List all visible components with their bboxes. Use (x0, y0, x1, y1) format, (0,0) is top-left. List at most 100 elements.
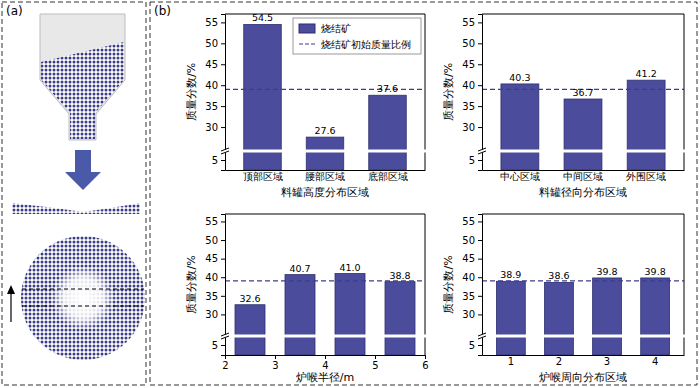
y-tick-label: 5 (212, 340, 218, 351)
y-tick-label: 30 (205, 309, 218, 320)
y-tick-mark (478, 43, 482, 44)
x-tick-label: 4 (322, 360, 328, 371)
x-axis: 中心区域 中间区域 外围区域 (483, 170, 685, 182)
y-tick-mark (221, 160, 225, 161)
y-tick-mark (221, 314, 225, 315)
x-tick-label: 中心区域 (500, 171, 540, 182)
data-label: 27.6 (314, 125, 335, 136)
x-tick-label: 腰部区域 (305, 171, 345, 182)
y-tick: 5 (212, 155, 225, 166)
y-tick: 50 (462, 38, 482, 49)
break-mark (478, 333, 486, 336)
bar (306, 137, 344, 170)
bar (244, 24, 282, 170)
axis-break (219, 335, 431, 338)
x-tick: 6 (422, 355, 428, 371)
bar (385, 282, 415, 355)
bar (335, 274, 365, 356)
bar (641, 278, 670, 355)
y-tick-mark (221, 345, 225, 346)
y-tick: 45 (205, 59, 225, 70)
x-tick: 4 (322, 355, 328, 371)
frame (425, 214, 426, 355)
axis-break (476, 150, 690, 153)
direction-arrow (10, 292, 11, 322)
x-tick: 2 (556, 355, 562, 367)
y-tick: 35 (205, 291, 225, 302)
panel-a-frame (2, 2, 146, 385)
x-tick: 5 (372, 355, 378, 371)
x-tick: 底部区域 (368, 170, 408, 182)
x-tick-label: 2 (556, 356, 562, 367)
y-tick-mark (221, 64, 225, 65)
x-tick: 外围区域 (626, 170, 666, 182)
y-tick-mark (221, 240, 225, 241)
bar (545, 282, 574, 355)
plot-area (482, 80, 684, 170)
y-tick: 55 (462, 216, 482, 227)
x-axis-title: 炉喉半径/m (296, 371, 354, 384)
y-tick-mark (221, 259, 225, 260)
axis-break (678, 150, 690, 153)
x-tick: 中间区域 (563, 170, 603, 182)
x-axis-title: 料罐径向分布区域 (539, 186, 627, 199)
y-tick-label: 30 (462, 309, 475, 320)
y-tick-mark (478, 22, 482, 23)
x-axis-title: 料罐高度分布区域 (281, 186, 369, 199)
bar (593, 278, 622, 355)
panel-label: (a) (6, 4, 23, 18)
x-axis: 顶部区域腰部区域底部区域 (226, 170, 426, 182)
chart: 5303540455055123438.938.639.839.8炉喉周向分布区… (442, 214, 690, 384)
y-tick: 35 (462, 291, 482, 302)
data-label: 38.8 (389, 270, 410, 281)
axis-break (678, 335, 690, 338)
arrow (65, 150, 101, 190)
x-tick-label: 1 (508, 356, 514, 367)
y-tick: 45 (462, 59, 482, 70)
y-tick-mark (478, 277, 482, 278)
y-tick: 30 (462, 122, 482, 133)
bar (285, 275, 315, 355)
x-tick-mark (375, 355, 376, 359)
x-tick-mark (225, 355, 226, 359)
data-label: 39.8 (645, 266, 666, 277)
data-label: 37.6 (377, 83, 398, 94)
y-tick-label: 35 (462, 101, 475, 112)
y-tick-mark (478, 221, 482, 222)
x-axis: 23456 (222, 355, 428, 371)
x-tick: 3 (604, 355, 610, 367)
y-tick-label: 35 (205, 101, 218, 112)
illustration (7, 14, 145, 360)
x-tick-label: 中间区域 (563, 171, 603, 182)
y-tick: 45 (205, 253, 225, 264)
y-tick-mark (221, 127, 225, 128)
legend-line (299, 43, 315, 44)
y-axis-title: 质量分数/% (442, 255, 455, 313)
y-tick: 30 (205, 309, 225, 320)
y-axis: 5303540455055 (462, 215, 482, 356)
x-tick-label: 5 (372, 360, 378, 371)
axis-break (419, 150, 431, 153)
x-tick: 1 (508, 355, 514, 367)
frame (225, 214, 425, 215)
y-tick-label: 55 (462, 216, 475, 227)
x-tick-label: 6 (422, 360, 428, 371)
y-tick: 45 (462, 253, 482, 264)
y-tick: 55 (462, 17, 482, 28)
break-mark (221, 151, 229, 154)
direction-arrow-head (7, 285, 15, 294)
y-axis-title: 质量分数/% (185, 63, 198, 121)
x-tick: 4 (652, 355, 658, 367)
x-tick-label: 底部区域 (368, 171, 408, 182)
plot-area (225, 24, 425, 170)
y-tick-label: 5 (469, 155, 475, 166)
bar (369, 95, 407, 170)
throat-disk (21, 236, 145, 360)
legend-swatch (299, 24, 315, 33)
x-tick-label: 3 (604, 356, 610, 367)
y-tick: 55 (205, 17, 225, 28)
throat-center (51, 266, 115, 330)
bar (501, 84, 539, 170)
axis-break (476, 335, 690, 338)
y-tick-mark (478, 240, 482, 241)
